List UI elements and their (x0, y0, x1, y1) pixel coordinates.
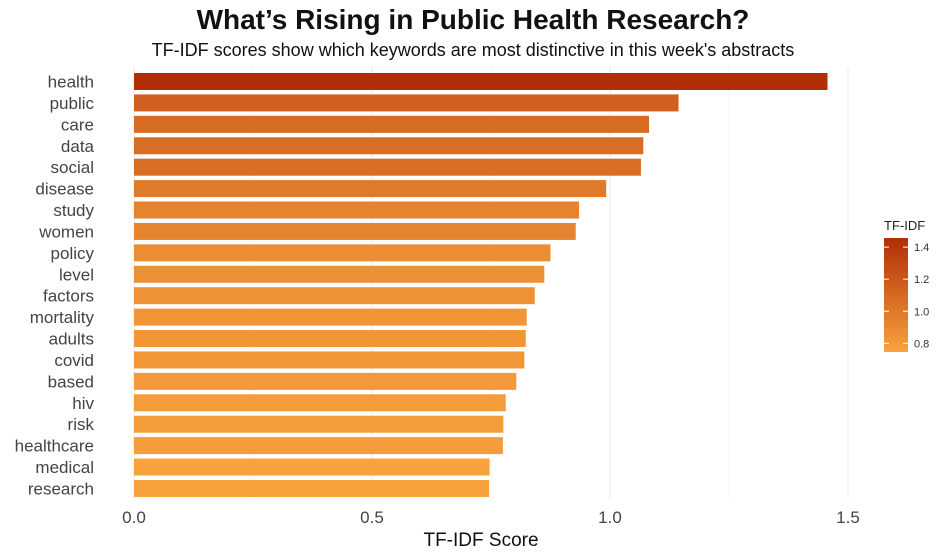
y-tick-label: policy (51, 244, 95, 263)
legend-title: TF-IDF (884, 218, 925, 233)
bar-social (134, 158, 641, 176)
x-axis-labels: 0.0 0.5 1.0 1.5 (122, 508, 860, 527)
bar-policy (134, 244, 551, 262)
x-tick-label: 0.0 (122, 508, 146, 527)
legend-tick-label: 0.8 (914, 338, 929, 350)
bar-women (134, 222, 576, 240)
y-tick-label: medical (35, 458, 94, 477)
bar-care (134, 115, 650, 133)
y-tick-label: data (61, 137, 95, 156)
bar-adults (134, 330, 526, 348)
y-tick-label: healthcare (15, 437, 94, 456)
bar-covid (134, 351, 525, 369)
legend-tick-label: 1.4 (914, 242, 929, 254)
y-tick-label: risk (68, 415, 95, 434)
x-tick-label: 0.5 (360, 508, 384, 527)
y-tick-label: women (38, 222, 94, 241)
y-tick-label: public (50, 94, 95, 113)
bar-based (134, 372, 517, 390)
y-tick-label: social (51, 158, 94, 177)
bar-study (134, 201, 580, 219)
bar-healthcare (134, 437, 503, 455)
bar-mortality (134, 308, 527, 326)
bars (134, 73, 828, 497)
bar-data (134, 137, 644, 155)
y-tick-label: disease (35, 180, 94, 199)
y-axis-labels: health public care data social disease study wo… (15, 73, 95, 499)
legend-color-bar (884, 238, 908, 352)
y-tick-label: care (61, 115, 94, 134)
bar-medical (134, 458, 490, 476)
color-legend: TF-IDF 0.8 1.0 1.2 1.4 (884, 218, 929, 352)
bar-public (134, 94, 679, 112)
y-tick-label: health (48, 73, 94, 92)
chart-title: What’s Rising in Public Health Research? (196, 4, 750, 35)
y-tick-label: mortality (30, 308, 95, 327)
y-tick-label: covid (54, 351, 94, 370)
legend-tick-label: 1.2 (914, 274, 929, 286)
bar-research (134, 479, 490, 497)
legend-tick-label: 1.0 (914, 306, 929, 318)
bar-disease (134, 180, 607, 198)
x-axis-title: TF-IDF Score (423, 530, 538, 551)
y-tick-label: study (53, 201, 94, 220)
bar-level (134, 265, 545, 283)
y-tick-label: research (28, 479, 94, 498)
bar-health (134, 73, 828, 90)
y-tick-label: level (59, 265, 94, 284)
x-tick-label: 1.5 (836, 508, 860, 527)
y-tick-label: adults (49, 330, 94, 349)
chart-subtitle: TF-IDF scores show which keywords are mo… (151, 40, 795, 60)
bar-factors (134, 287, 535, 305)
y-tick-label: hiv (72, 394, 94, 413)
y-tick-label: based (48, 372, 94, 391)
x-tick-label: 1.0 (598, 508, 622, 527)
bar-risk (134, 415, 504, 433)
bar-hiv (134, 394, 506, 412)
y-tick-label: factors (43, 287, 94, 306)
